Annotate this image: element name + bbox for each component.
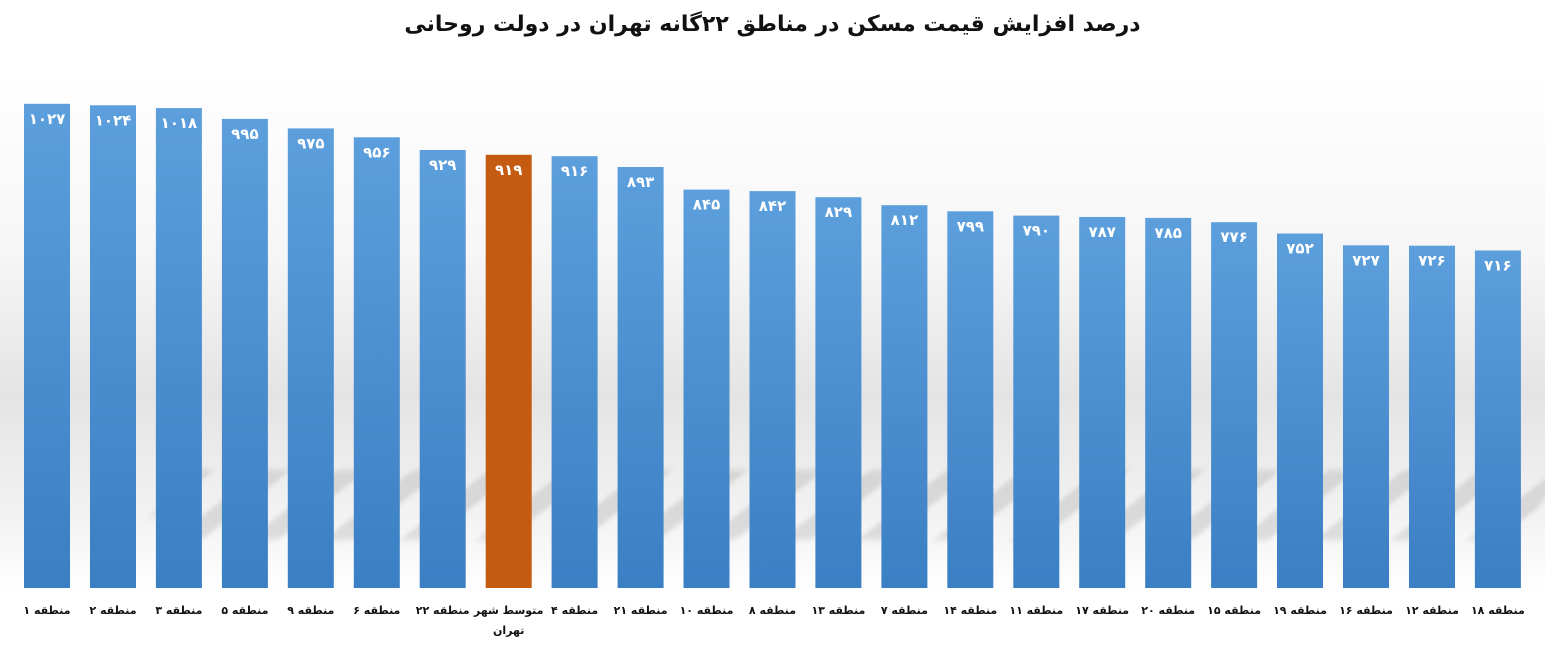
category-label: منطقه ۱۸ — [1471, 604, 1525, 617]
bar-value-label: ۷۵۲ — [1286, 240, 1313, 258]
category-label: متوسط شهر تهران — [473, 604, 544, 637]
category-label: منطقه ۲ — [89, 604, 136, 617]
bar-value-label: ۱۰۱۸ — [161, 114, 198, 132]
bar-value-label: ۸۴۵ — [693, 196, 720, 214]
bar-value-label: ۹۹۵ — [231, 125, 258, 143]
bar-value-label: ۷۷۶ — [1220, 228, 1247, 246]
bar — [1079, 217, 1126, 588]
bar — [1474, 250, 1521, 588]
category-label: منطقه ۱۵ — [1207, 604, 1261, 617]
bar — [24, 103, 70, 589]
bar — [1013, 215, 1060, 588]
category-label: منطقه ۵ — [221, 604, 268, 617]
bars — [24, 103, 1521, 589]
category-label: منطقه ۱۳ — [811, 604, 865, 617]
category-label: منطقه ۲۲ — [416, 604, 470, 617]
bar-value-label: ۸۱۲ — [891, 211, 918, 229]
bar-value-label: ۷۱۶ — [1484, 257, 1511, 275]
bar-value-label: ۸۲۹ — [825, 203, 852, 221]
bar — [551, 156, 598, 588]
bar — [1211, 222, 1258, 588]
bar-highlight — [485, 154, 532, 589]
category-label: منطقه ۲۱ — [614, 604, 668, 617]
bar-value-label: ۸۴۲ — [759, 197, 786, 215]
bar-value-label: ۹۷۵ — [297, 134, 324, 152]
bar — [419, 150, 466, 588]
bar — [155, 108, 202, 588]
category-label: منطقه ۴ — [551, 604, 598, 617]
bar — [1277, 233, 1323, 588]
bar — [90, 105, 136, 589]
bar — [353, 137, 400, 589]
category-label: منطقه ۱۷ — [1075, 604, 1129, 617]
bar-value-label: ۹۵۶ — [363, 143, 390, 161]
category-label: منطقه ۱۹ — [1273, 604, 1327, 617]
bar — [749, 191, 796, 588]
category-label: منطقه ۸ — [749, 604, 796, 617]
chart-title: درصد افزایش قیمت مسکن در مناطق ۲۲گانه ته… — [404, 12, 1141, 37]
category-label: منطقه ۲۰ — [1141, 604, 1195, 617]
bar-value-label: ۹۱۹ — [495, 161, 522, 179]
category-label: منطقه ۳ — [155, 604, 202, 617]
bar-value-label: ۱۰۲۷ — [29, 110, 66, 128]
bar — [947, 211, 994, 589]
bar — [287, 128, 334, 588]
bar — [815, 197, 862, 588]
category-label: منطقه ۹ — [287, 604, 334, 617]
bar-value-label: ۸۹۳ — [627, 173, 654, 191]
bar — [881, 205, 928, 588]
category-label: منطقه ۱ — [23, 604, 70, 617]
bar-value-label: ۱۰۲۴ — [95, 111, 132, 129]
bar-value-label: ۷۹۹ — [957, 217, 984, 235]
category-label: منطقه ۷ — [881, 604, 928, 617]
bar — [683, 189, 730, 588]
category-label: منطقه ۶ — [353, 604, 400, 617]
category-label: منطقه ۱۲ — [1405, 604, 1459, 617]
category-label: منطقه ۱۴ — [943, 604, 997, 617]
category-labels: منطقه ۱ منطقه ۲ منطقه ۳ منطقه ۵ منطقه ۹ منطقه… — [23, 604, 1524, 637]
value-labels: ۱۰۲۷ ۱۰۲۴ ۱۰۱۸ ۹۹۵ ۹۷۵ ۹۵۶ ۹۲۹ ۹۱۹ ۹۱۶ ۸۹۳ ۸۴۵ ۸۴۲ ۸… — [29, 110, 1512, 275]
bar-value-label: ۷۲۷ — [1352, 251, 1379, 269]
bar-value-label: ۷۸۷ — [1088, 223, 1115, 241]
bar — [1409, 245, 1455, 588]
category-label: منطقه ۱۰ — [680, 604, 734, 617]
category-label: منطقه ۱۱ — [1009, 604, 1063, 617]
bar — [221, 118, 268, 589]
category-label: منطقه ۱۶ — [1339, 604, 1393, 617]
bar-value-label: ۷۹۰ — [1023, 222, 1050, 240]
bar — [1343, 245, 1389, 589]
bar-value-label: ۹۱۶ — [561, 162, 588, 180]
bar-value-label: ۷۸۵ — [1154, 224, 1181, 242]
bar-value-label: ۷۲۶ — [1418, 252, 1445, 270]
bar — [1145, 217, 1192, 588]
bar — [617, 167, 664, 588]
bar-value-label: ۹۲۹ — [429, 156, 456, 174]
